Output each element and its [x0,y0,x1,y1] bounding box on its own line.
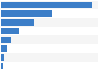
Bar [1,19,34,26]
Bar [1,18,98,27]
Bar [1,45,7,52]
Bar [1,44,98,53]
Bar [1,54,4,60]
Bar [1,53,98,62]
Bar [1,28,19,34]
Bar [1,36,98,44]
Bar [1,37,11,43]
Bar [1,11,52,17]
Bar [1,2,92,8]
Bar [1,9,98,18]
Bar [1,63,3,69]
Bar [1,1,98,9]
Bar [1,27,98,36]
Bar [1,62,98,70]
